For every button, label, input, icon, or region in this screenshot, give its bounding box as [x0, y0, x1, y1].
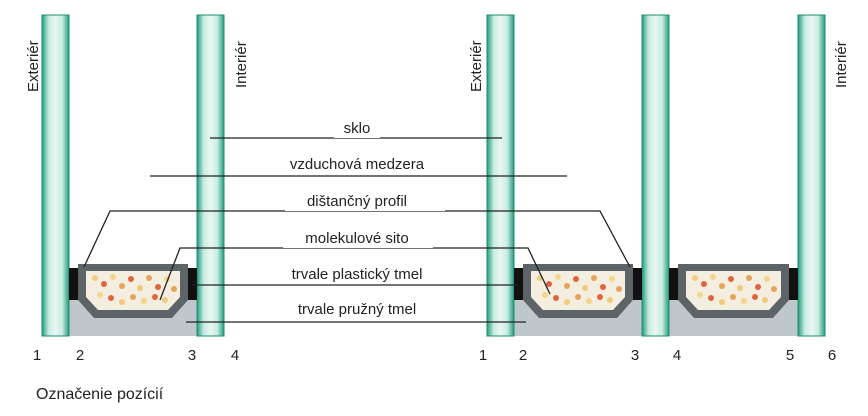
label-molecular-sieve: molekulové sito: [305, 230, 408, 247]
glass-pane-outer: [41, 14, 70, 337]
label-spacer: dištančný profil: [307, 193, 407, 210]
position-number: 4: [231, 347, 239, 364]
caption: Označenie pozícií: [36, 386, 164, 403]
position-number: 3: [631, 347, 639, 364]
interior-label-left: Interiér: [233, 41, 250, 88]
position-number: 5: [786, 347, 794, 364]
position-numbers-left: 1 2 3 4: [33, 347, 239, 364]
position-number: 4: [673, 347, 681, 364]
plastic-sealant-strip: [514, 268, 523, 300]
legend-labels: sklo vzduchová medzera dištančný profil …: [264, 116, 464, 319]
label-plastic-sealant: trvale plastický tmel: [292, 266, 423, 283]
right-unit: [486, 14, 826, 337]
position-number: 1: [479, 347, 487, 364]
exterior-label-left: Exteriér: [25, 40, 42, 92]
position-number: 2: [76, 347, 84, 364]
plastic-sealant-strip: [633, 268, 642, 300]
position-numbers-right: 1 2 3 4 5 6: [479, 347, 836, 364]
interior-label-right: Interiér: [833, 41, 850, 88]
position-number: 1: [33, 347, 41, 364]
plastic-sealant-strip: [789, 268, 798, 300]
label-glass: sklo: [344, 120, 371, 137]
label-elastic-sealant: trvale pružný tmel: [298, 301, 416, 318]
glass-pane-middle: [641, 14, 670, 337]
position-number: 6: [828, 347, 836, 364]
desiccant-beads: [92, 274, 177, 305]
desiccant-beads: [537, 274, 622, 305]
plastic-sealant-strip: [69, 268, 78, 300]
label-air-gap: vzduchová medzera: [290, 156, 425, 173]
plastic-sealant-strip: [669, 268, 678, 300]
desiccant-beads: [692, 274, 777, 305]
left-unit: [41, 14, 225, 337]
plastic-sealant-strip: [188, 268, 197, 300]
exterior-label-right: Exteriér: [468, 40, 485, 92]
glass-pane-inner: [797, 14, 826, 337]
position-number: 2: [519, 347, 527, 364]
position-number: 3: [188, 347, 196, 364]
side-labels: Exteriér Interiér Exteriér Interiér: [25, 40, 850, 92]
